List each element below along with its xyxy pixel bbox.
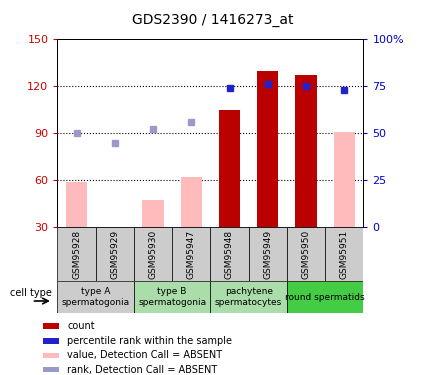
Bar xyxy=(287,281,363,313)
Text: count: count xyxy=(67,321,95,331)
Text: rank, Detection Call = ABSENT: rank, Detection Call = ABSENT xyxy=(67,364,217,375)
Bar xyxy=(295,75,317,227)
Text: GSM95930: GSM95930 xyxy=(148,230,158,279)
Bar xyxy=(57,227,96,281)
Bar xyxy=(325,227,363,281)
Text: GSM95929: GSM95929 xyxy=(110,230,119,279)
Bar xyxy=(66,182,87,227)
Text: GDS2390 / 1416273_at: GDS2390 / 1416273_at xyxy=(132,13,293,27)
Bar xyxy=(334,132,355,227)
Bar xyxy=(42,338,59,344)
Bar xyxy=(172,227,210,281)
Text: GSM95928: GSM95928 xyxy=(72,230,81,279)
Bar xyxy=(181,177,202,227)
Text: GSM95951: GSM95951 xyxy=(340,230,349,279)
Text: percentile rank within the sample: percentile rank within the sample xyxy=(67,336,232,346)
Bar xyxy=(134,227,172,281)
Bar xyxy=(219,110,240,227)
Bar xyxy=(42,352,59,358)
Text: GSM95947: GSM95947 xyxy=(187,230,196,279)
Text: GSM95950: GSM95950 xyxy=(301,230,311,279)
Bar xyxy=(210,227,249,281)
Bar xyxy=(249,227,287,281)
Bar xyxy=(42,323,59,328)
Text: GSM95949: GSM95949 xyxy=(263,230,272,279)
Text: pachytene
spermatocytes: pachytene spermatocytes xyxy=(215,288,282,307)
Text: cell type: cell type xyxy=(10,288,52,298)
Bar xyxy=(42,367,59,372)
Text: type A
spermatogonia: type A spermatogonia xyxy=(62,288,130,307)
Text: round spermatids: round spermatids xyxy=(285,292,365,302)
Bar xyxy=(287,227,325,281)
Text: value, Detection Call = ABSENT: value, Detection Call = ABSENT xyxy=(67,350,222,360)
Bar xyxy=(57,281,134,313)
Bar xyxy=(142,200,164,227)
Bar xyxy=(257,70,278,227)
Text: type B
spermatogonia: type B spermatogonia xyxy=(138,288,206,307)
Bar xyxy=(96,227,134,281)
Text: GSM95948: GSM95948 xyxy=(225,230,234,279)
Bar xyxy=(134,281,210,313)
Bar xyxy=(210,281,287,313)
